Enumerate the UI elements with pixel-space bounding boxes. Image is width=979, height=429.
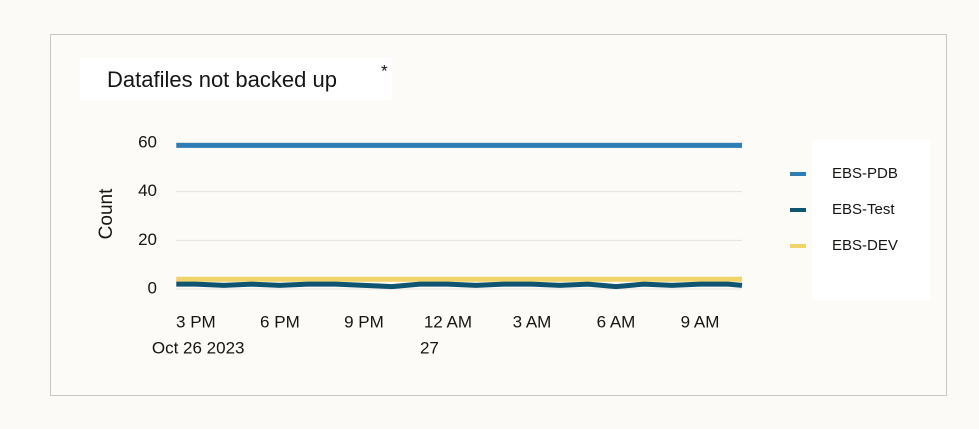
y-tick-label: 0 [148, 278, 157, 297]
legend-label: EBS-PDB [832, 165, 898, 182]
x-tick-label: 12 AM [424, 312, 472, 331]
x-date-label: 27 [420, 338, 439, 357]
x-tick-label: 6 AM [597, 312, 636, 331]
legend-box [812, 140, 930, 300]
x-tick-label: 6 PM [260, 312, 300, 331]
chart-title: Datafiles not backed up [107, 67, 337, 92]
y-tick-label: 20 [138, 230, 157, 249]
x-tick-label: 9 AM [681, 312, 720, 331]
x-tick-label: 3 AM [513, 312, 552, 331]
y-axis-label: Count [96, 188, 117, 239]
x-date-label: Oct 26 2023 [152, 338, 245, 357]
y-tick-label: 40 [138, 181, 157, 200]
title-box [80, 58, 392, 100]
legend-label: EBS-Test [832, 201, 895, 218]
title-marker: * [381, 61, 388, 80]
x-tick-label: 3 PM [176, 312, 216, 331]
legend-label: EBS-DEV [832, 237, 898, 254]
x-tick-label: 9 PM [344, 312, 384, 331]
series-line [176, 281, 743, 290]
y-tick-label: 60 [138, 132, 157, 151]
